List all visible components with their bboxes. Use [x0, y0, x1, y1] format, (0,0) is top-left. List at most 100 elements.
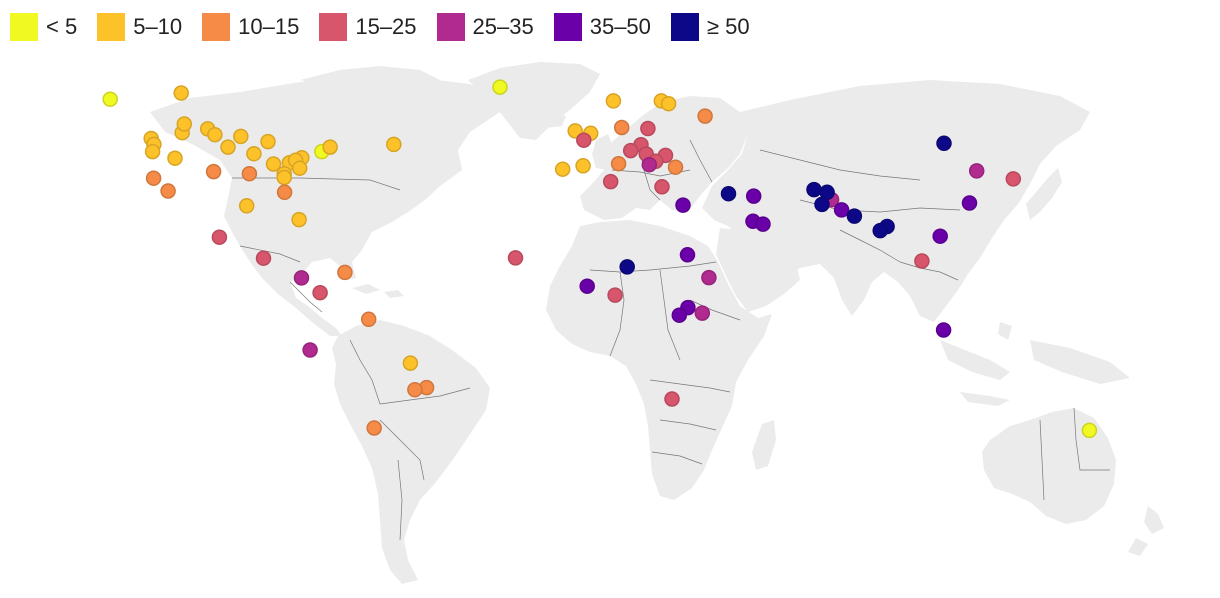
border-australia-1	[1039, 419, 1045, 501]
map-marker-41[interactable]	[337, 264, 353, 281]
markers-layer	[102, 79, 1098, 439]
map-marker-16[interactable]	[265, 156, 282, 172]
map-marker-27[interactable]	[276, 169, 292, 186]
legend-item-15-25: 15–25	[319, 13, 417, 41]
land-layer	[150, 62, 1164, 584]
land-iceland	[535, 112, 566, 128]
map-marker-62[interactable]	[654, 179, 670, 195]
map-marker-94[interactable]	[619, 259, 635, 275]
map-marker-12[interactable]	[144, 143, 161, 160]
border-africa-1	[589, 261, 717, 273]
border-europe-3	[689, 139, 713, 183]
map-marker-29[interactable]	[605, 93, 622, 109]
map-marker-3[interactable]	[1081, 422, 1098, 439]
map-marker-50[interactable]	[211, 229, 228, 245]
map-marker-63[interactable]	[1005, 171, 1022, 187]
map-marker-46[interactable]	[697, 108, 713, 124]
map-marker-65[interactable]	[607, 287, 623, 303]
map-marker-78[interactable]	[679, 247, 696, 263]
map-marker-39[interactable]	[241, 165, 258, 182]
map-marker-79[interactable]	[579, 278, 595, 294]
land-north-america	[150, 74, 505, 336]
map-marker-37[interactable]	[160, 183, 176, 199]
map-marker-75[interactable]	[745, 188, 762, 204]
map-marker-42[interactable]	[360, 311, 377, 328]
map-marker-26[interactable]	[291, 211, 307, 228]
map-marker-87[interactable]	[720, 185, 737, 202]
map-marker-44[interactable]	[407, 381, 423, 398]
map-marker-53[interactable]	[507, 250, 524, 266]
legend-item-10-15: 10–15	[202, 13, 299, 41]
map-marker-48[interactable]	[667, 159, 684, 175]
map-marker-20[interactable]	[291, 160, 308, 176]
map-marker-85[interactable]	[833, 202, 850, 218]
legend-swatch	[97, 13, 126, 41]
map-marker-93[interactable]	[872, 222, 888, 239]
map-marker-15[interactable]	[260, 133, 276, 150]
map-marker-72[interactable]	[701, 269, 717, 286]
map-marker-22[interactable]	[322, 139, 338, 155]
map-marker-91[interactable]	[846, 208, 863, 224]
map-marker-24[interactable]	[167, 150, 183, 166]
border-africa-3	[659, 269, 681, 361]
map-marker-49[interactable]	[610, 155, 627, 172]
map-marker-77[interactable]	[755, 216, 771, 232]
map-marker-1[interactable]	[492, 79, 508, 95]
legend-label: 25–35	[472, 14, 534, 39]
map-marker-31[interactable]	[660, 95, 677, 112]
legend-swatch	[553, 13, 582, 41]
map-marker-82[interactable]	[961, 195, 978, 211]
map-marker-84[interactable]	[935, 322, 952, 338]
map-marker-40[interactable]	[276, 184, 293, 201]
map-marker-68[interactable]	[302, 342, 318, 358]
legend-label: < 5	[46, 14, 78, 39]
map-marker-6[interactable]	[233, 128, 249, 145]
map-marker-38[interactable]	[205, 163, 222, 180]
map-marker-56[interactable]	[640, 120, 656, 137]
map-marker-47[interactable]	[613, 119, 630, 136]
map-marker-10[interactable]	[207, 126, 223, 143]
border-asia-4	[899, 261, 959, 281]
map-marker-14[interactable]	[246, 145, 262, 162]
map-marker-83[interactable]	[932, 228, 948, 244]
map-marker-64[interactable]	[914, 253, 930, 269]
map-marker-59[interactable]	[622, 142, 639, 159]
map-marker-88[interactable]	[806, 181, 822, 198]
border-south-america-1	[349, 339, 381, 405]
land-new-zealand	[1128, 506, 1164, 556]
map-marker-55[interactable]	[576, 132, 592, 148]
map-marker-74[interactable]	[675, 197, 691, 213]
map-marker-35[interactable]	[575, 158, 591, 174]
legend-swatch	[319, 13, 348, 41]
map-marker-8[interactable]	[176, 116, 193, 132]
map-marker-13[interactable]	[220, 139, 236, 155]
map-marker-51[interactable]	[255, 250, 272, 266]
map-marker-54[interactable]	[602, 173, 619, 190]
map-marker-4[interactable]	[173, 85, 189, 101]
map-marker-28[interactable]	[402, 355, 419, 371]
map-marker-90[interactable]	[814, 196, 830, 213]
map-marker-81[interactable]	[671, 307, 688, 323]
map-marker-73[interactable]	[694, 305, 711, 321]
border-africa-6	[659, 419, 717, 431]
map-marker-36[interactable]	[145, 170, 162, 186]
map-marker-52[interactable]	[312, 284, 328, 301]
map-marker-34[interactable]	[554, 161, 571, 177]
map-marker-0[interactable]	[102, 91, 118, 107]
map-marker-66[interactable]	[664, 391, 680, 407]
border-south-america-4	[397, 459, 403, 541]
border-usa-mexico	[239, 245, 301, 263]
legend-item-35-50: 35–50	[553, 13, 651, 41]
map-marker-45[interactable]	[366, 420, 382, 436]
map-marker-86[interactable]	[936, 135, 952, 152]
legend-item-25-35: 25–35	[436, 13, 534, 41]
legend-swatch	[202, 13, 231, 41]
map-marker-70[interactable]	[968, 163, 985, 179]
map-marker-69[interactable]	[641, 156, 658, 173]
map-marker-25[interactable]	[238, 198, 255, 214]
border-africa-5	[649, 379, 731, 393]
land-japan	[1026, 168, 1062, 220]
map-marker-67[interactable]	[293, 270, 310, 286]
map-marker-23[interactable]	[386, 136, 402, 153]
